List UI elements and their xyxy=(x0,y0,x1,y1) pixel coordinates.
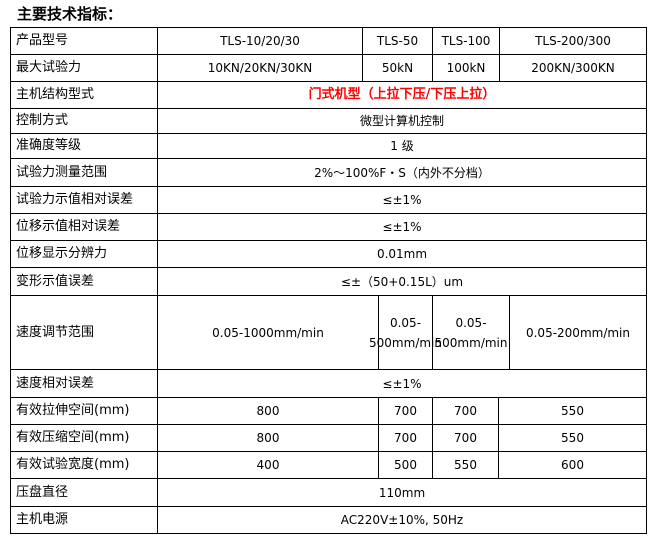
table-row: 有效试验宽度(mm) 400 500 550 600 xyxy=(11,452,647,479)
value-cell: 550 xyxy=(499,425,647,451)
value-cell: 700 xyxy=(379,425,433,451)
table-row: 最大试验力 10KN/20KN/30KN 50kN 100kN 200KN/300KN xyxy=(11,55,647,82)
value-cell: 100kN xyxy=(433,55,500,81)
value-cell: 2%～100%F・S（内外不分档） xyxy=(158,159,647,186)
table-row: 试验力示值相对误差 ≤±1% xyxy=(11,187,647,214)
table-row: 控制方式 微型计算机控制 xyxy=(11,109,647,134)
row-label: 有效试验宽度(mm) xyxy=(11,452,158,478)
spec-table: 产品型号 TLS-10/20/30 TLS-50 TLS-100 TLS-200/300… xyxy=(10,27,647,534)
table-row: 速度调节范围 0.05-1000mm/min 0.05-500mm/min 0.05-… xyxy=(11,296,647,370)
table-row: 有效压缩空间(mm) 800 700 700 550 xyxy=(11,425,647,452)
value-cell: AC220V±10%, 50Hz xyxy=(158,507,647,533)
value-cell: 门式机型（上拉下压/下压上拉） xyxy=(158,82,647,108)
value-cell: 0.05-500mm/min xyxy=(433,296,510,369)
row-label: 试验力测量范围 xyxy=(11,159,158,186)
row-label: 控制方式 xyxy=(11,109,158,133)
table-row: 变形示值误差 ≤±（50+0.15L）um xyxy=(11,268,647,296)
row-label: 主机结构型式 xyxy=(11,82,158,108)
value-cell: 0.05-500mm/min xyxy=(369,296,442,369)
value-cell: TLS-50 xyxy=(363,28,433,54)
value-cell: 700 xyxy=(433,425,499,451)
table-row: 准确度等级 1 级 xyxy=(11,134,647,159)
value-cell: 0.05-200mm/min xyxy=(510,296,647,369)
row-label: 主机电源 xyxy=(11,507,158,533)
value-cell: ≤±1% xyxy=(158,370,647,397)
value-cell: TLS-100 xyxy=(433,28,500,54)
row-label: 变形示值误差 xyxy=(11,268,158,295)
value-cell: 1 级 xyxy=(158,134,647,158)
value-cell: 700 xyxy=(433,398,499,424)
row-label: 压盘直径 xyxy=(11,479,158,506)
value-cell: 微型计算机控制 xyxy=(158,109,647,133)
value-cell: TLS-10/20/30 xyxy=(158,28,363,54)
value-cell: 700 xyxy=(379,398,433,424)
value-cell: ≤±1% xyxy=(158,187,647,213)
row-label: 有效压缩空间(mm) xyxy=(11,425,158,451)
table-row: 速度相对误差 ≤±1% xyxy=(11,370,647,398)
value-cell: 0.05-1000mm/min xyxy=(158,296,379,369)
row-label: 产品型号 xyxy=(11,28,158,54)
row-label: 位移显示分辨力 xyxy=(11,241,158,267)
table-row: 位移显示分辨力 0.01mm xyxy=(11,241,647,268)
table-row: 试验力测量范围 2%～100%F・S（内外不分档） xyxy=(11,159,647,187)
value-cell: 550 xyxy=(433,452,499,478)
table-row: 压盘直径 110mm xyxy=(11,479,647,507)
table-row: 有效拉伸空间(mm) 800 700 700 550 xyxy=(11,398,647,425)
row-label: 最大试验力 xyxy=(11,55,158,81)
row-label: 有效拉伸空间(mm) xyxy=(11,398,158,424)
value-cell: ≤±1% xyxy=(158,214,647,240)
row-label: 速度调节范围 xyxy=(11,296,158,369)
table-row: 主机结构型式 门式机型（上拉下压/下压上拉） xyxy=(11,82,647,109)
value-cell: 800 xyxy=(158,425,379,451)
value-cell: ≤±（50+0.15L）um xyxy=(158,268,647,295)
row-label: 速度相对误差 xyxy=(11,370,158,397)
table-row: 位移示值相对误差 ≤±1% xyxy=(11,214,647,241)
value-cell: 500 xyxy=(379,452,433,478)
value-cell: 800 xyxy=(158,398,379,424)
table-row: 产品型号 TLS-10/20/30 TLS-50 TLS-100 TLS-200/300 xyxy=(11,28,647,55)
value-cell: 110mm xyxy=(158,479,647,506)
row-label: 准确度等级 xyxy=(11,134,158,158)
section-title: 主要技术指标： xyxy=(17,5,123,23)
row-label: 试验力示值相对误差 xyxy=(11,187,158,213)
value-cell: 50kN xyxy=(363,55,433,81)
value-cell: 400 xyxy=(158,452,379,478)
value-cell: 10KN/20KN/30KN xyxy=(158,55,363,81)
table-row: 主机电源 AC220V±10%, 50Hz xyxy=(11,507,647,534)
value-cell: 0.01mm xyxy=(158,241,647,267)
value-cell: TLS-200/300 xyxy=(500,28,647,54)
row-label: 位移示值相对误差 xyxy=(11,214,158,240)
value-cell: 600 xyxy=(499,452,647,478)
value-cell: 550 xyxy=(499,398,647,424)
value-cell: 200KN/300KN xyxy=(500,55,647,81)
